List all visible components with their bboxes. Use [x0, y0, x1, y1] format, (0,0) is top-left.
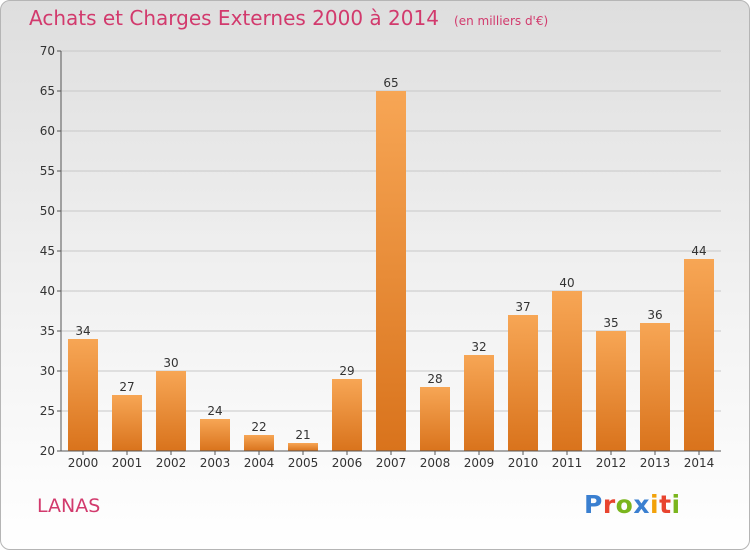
x-tick-label: 2006: [332, 456, 363, 470]
data-label: 44: [691, 244, 706, 258]
y-tick-label: 35: [40, 324, 55, 338]
data-label: 37: [515, 300, 530, 314]
data-label: 28: [427, 372, 442, 386]
bar: [244, 435, 274, 451]
bar: [508, 315, 538, 451]
commune-name: LANAS: [37, 495, 101, 517]
x-tick-label: 2000: [68, 456, 99, 470]
bar: [640, 323, 670, 451]
y-tick-label: 50: [40, 204, 55, 218]
bar: [200, 419, 230, 451]
bar: [156, 371, 186, 451]
x-tick-label: 2003: [200, 456, 231, 470]
y-tick-label: 55: [40, 164, 55, 178]
data-label: 21: [295, 428, 310, 442]
x-tick-label: 2002: [156, 456, 187, 470]
bar: [464, 355, 494, 451]
data-label: 24: [207, 404, 222, 418]
bar: [376, 91, 406, 451]
y-tick-label: 40: [40, 284, 55, 298]
data-label: 34: [75, 324, 90, 338]
logo-letter: i: [671, 490, 681, 519]
data-label: 65: [383, 76, 398, 90]
logo-letter: o: [615, 490, 634, 519]
logo-letter: t: [659, 490, 672, 519]
bar: [288, 443, 318, 451]
y-tick-label: 65: [40, 84, 55, 98]
y-tick-label: 30: [40, 364, 55, 378]
logo-letter: i: [650, 490, 660, 519]
x-tick-label: 2007: [376, 456, 407, 470]
chart-title: Achats et Charges Externes 2000 à 2014 (…: [29, 6, 548, 30]
x-tick-label: 2012: [596, 456, 627, 470]
bar: [684, 259, 714, 451]
logo-letter: r: [602, 490, 616, 519]
bar: [112, 395, 142, 451]
y-tick-label: 45: [40, 244, 55, 258]
data-label: 29: [339, 364, 354, 378]
title-unit: (en milliers d'€): [454, 14, 549, 28]
bar: [332, 379, 362, 451]
data-label: 36: [647, 308, 662, 322]
y-tick-label: 60: [40, 124, 55, 138]
x-tick-label: 2009: [464, 456, 495, 470]
x-tick-label: 2005: [288, 456, 319, 470]
x-tick-label: 2001: [112, 456, 143, 470]
data-label: 40: [559, 276, 574, 290]
x-tick-label: 2004: [244, 456, 275, 470]
x-tick-label: 2010: [508, 456, 539, 470]
bar: [596, 331, 626, 451]
data-label: 30: [163, 356, 178, 370]
y-tick-label: 25: [40, 404, 55, 418]
x-tick-label: 2014: [684, 456, 715, 470]
bar: [552, 291, 582, 451]
x-tick-label: 2011: [552, 456, 583, 470]
bar: [420, 387, 450, 451]
data-label: 35: [603, 316, 618, 330]
data-label: 22: [251, 420, 266, 434]
y-tick-label: 70: [40, 44, 55, 58]
title-main: Achats et Charges Externes 2000 à 2014: [29, 6, 439, 30]
proxiti-logo[interactable]: Proxiti: [584, 490, 681, 519]
bar: [68, 339, 98, 451]
x-tick-label: 2008: [420, 456, 451, 470]
logo-letter: x: [633, 490, 650, 519]
data-label: 27: [119, 380, 134, 394]
y-tick-label: 20: [40, 444, 55, 458]
x-tick-label: 2013: [640, 456, 671, 470]
data-label: 32: [471, 340, 486, 354]
logo-letter: P: [584, 490, 603, 519]
